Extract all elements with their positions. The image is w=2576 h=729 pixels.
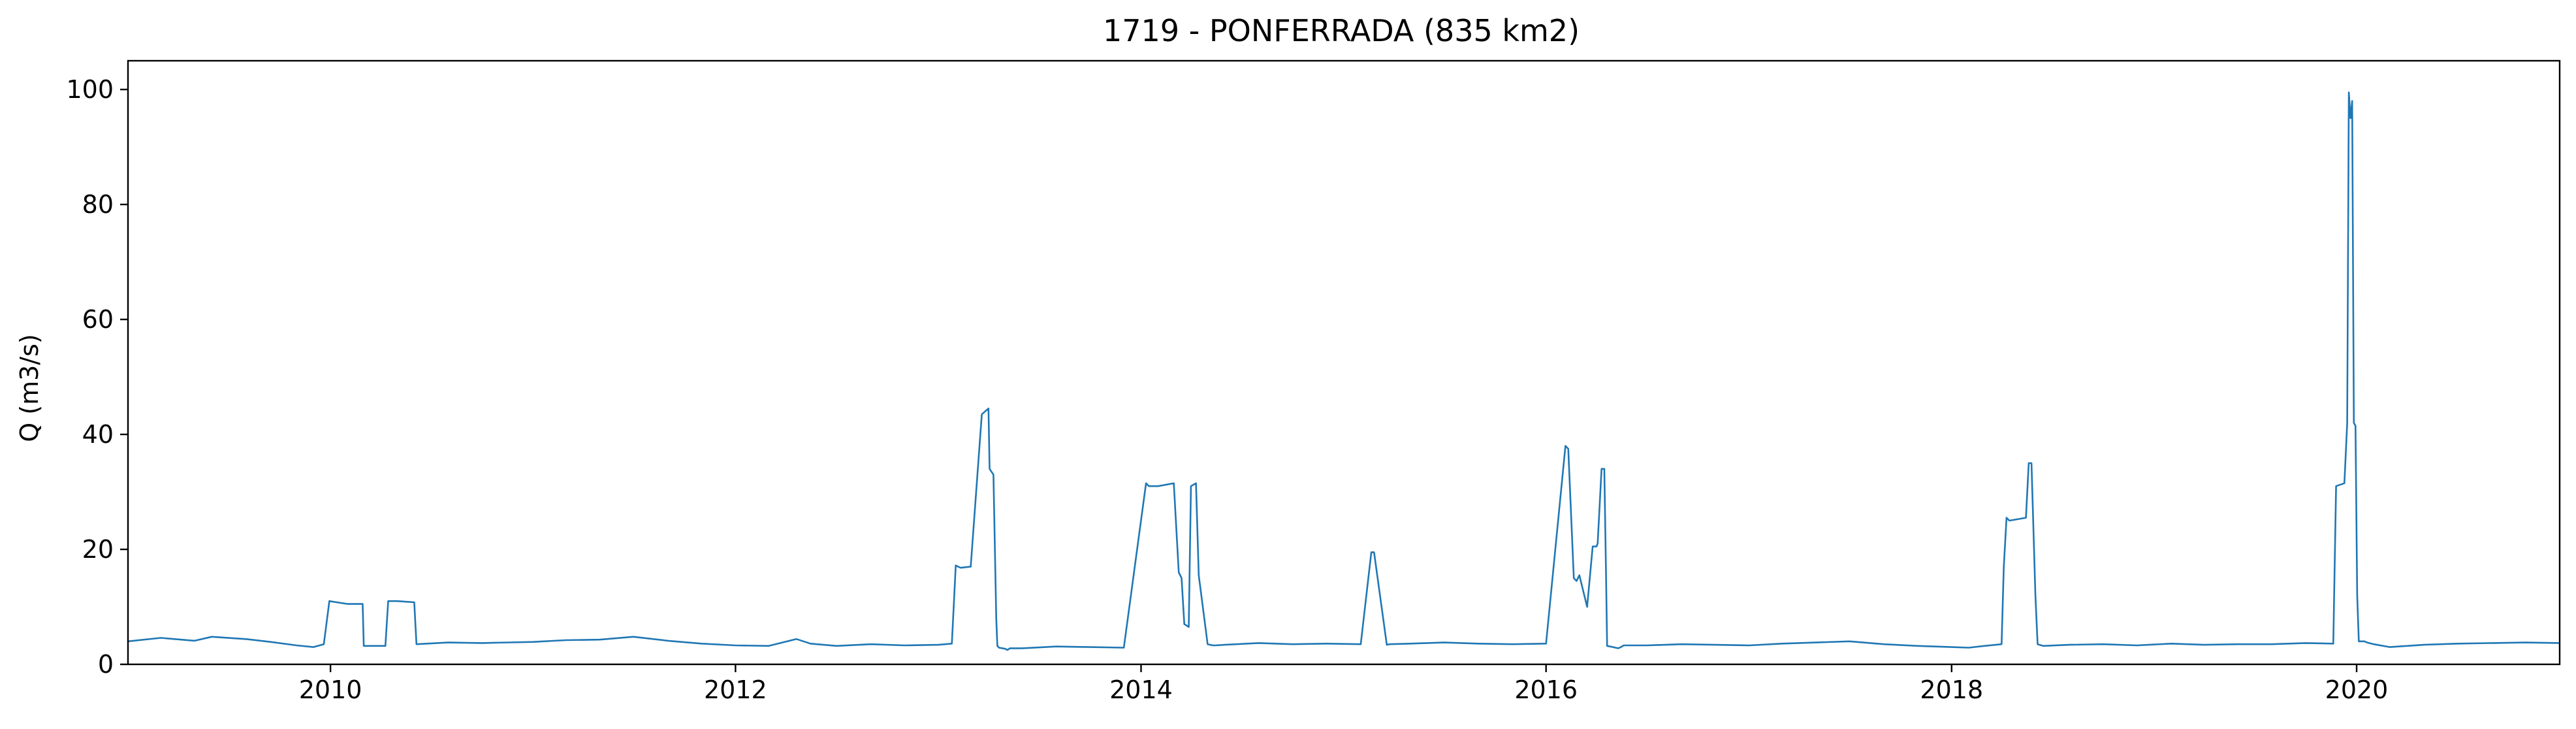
y-tick-label: 40 xyxy=(82,420,114,449)
x-tick-label: 2020 xyxy=(2325,675,2389,704)
x-tick-label: 2018 xyxy=(1920,675,1983,704)
x-tick-label: 2016 xyxy=(1514,675,1578,704)
y-tick-label: 100 xyxy=(66,75,114,104)
y-tick-label: 80 xyxy=(82,190,114,219)
x-tick-label: 2012 xyxy=(704,675,767,704)
y-tick-label: 0 xyxy=(98,650,114,679)
y-tick-label: 60 xyxy=(82,305,114,334)
y-axis-label: Q (m3/s) xyxy=(15,334,44,442)
axes: 2010 2012 2014 2016 2018 2020 0 20 40 60 80 100 xyxy=(66,59,2561,704)
axes-frame xyxy=(127,59,2561,666)
x-tick-label: 2014 xyxy=(1109,675,1173,704)
plot-area xyxy=(128,91,2560,651)
y-tick-label: 20 xyxy=(82,535,114,564)
x-tick-label: 2010 xyxy=(299,675,362,704)
chart-title: 1719 - PONFERRADA (835 km2) xyxy=(1103,13,1580,48)
series-line-0 xyxy=(128,91,2560,651)
